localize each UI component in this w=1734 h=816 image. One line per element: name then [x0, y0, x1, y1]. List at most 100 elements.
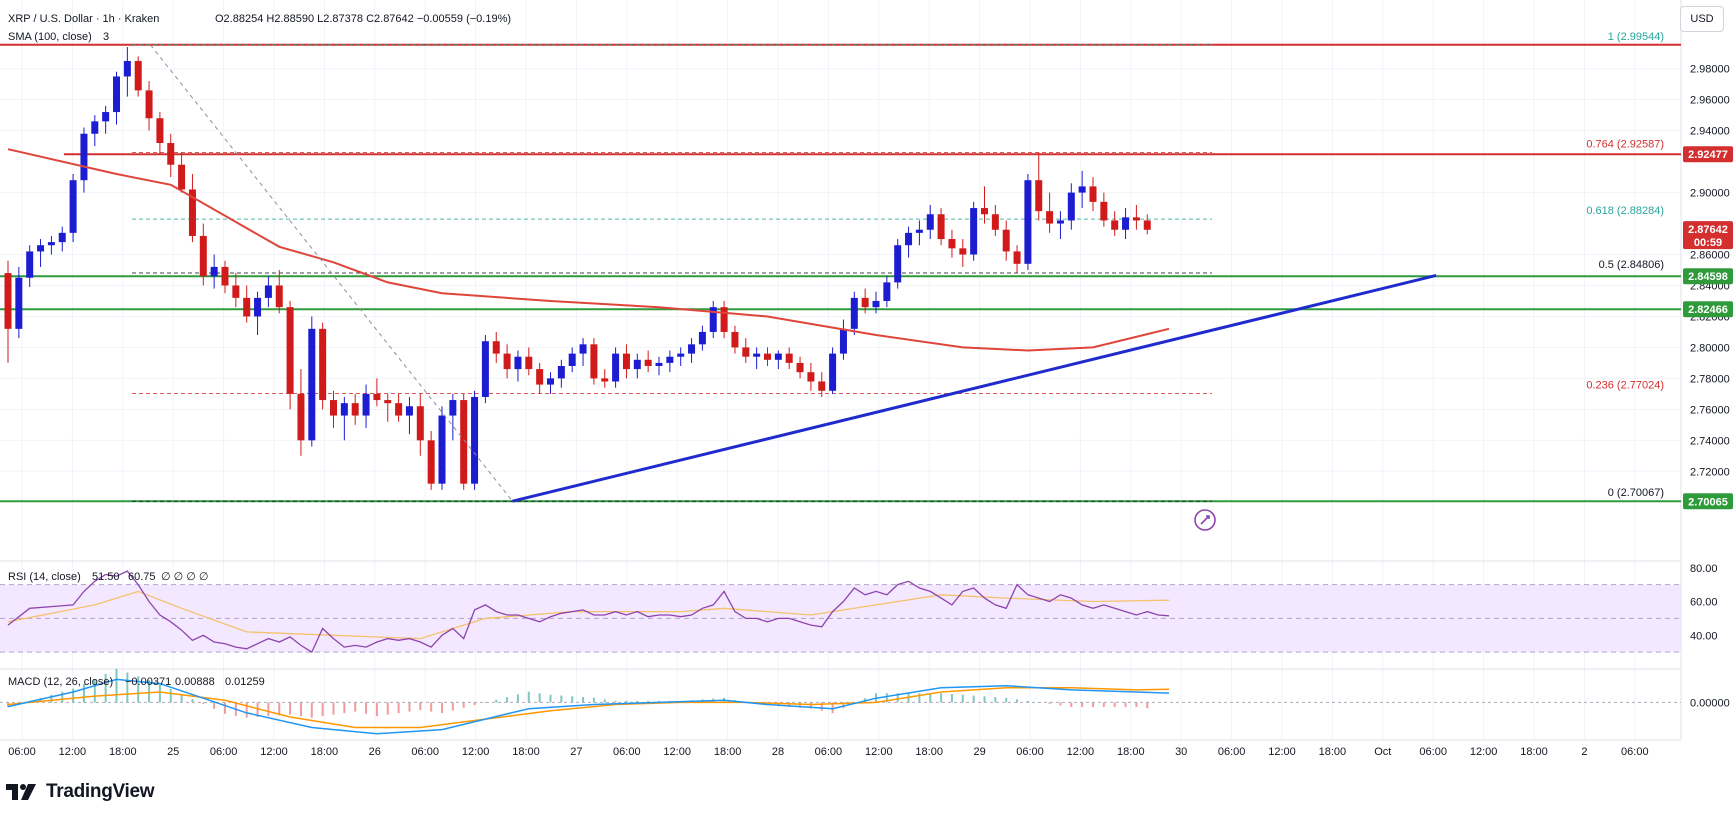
candle-body: [449, 400, 457, 416]
macd-hist-bar: [158, 684, 161, 703]
candle-body: [243, 297, 251, 317]
candle-body: [568, 353, 576, 366]
sma-legend[interactable]: SMA (100, close): [8, 31, 92, 43]
macd-tick-label: 0.00000: [1690, 697, 1730, 709]
macd-hist-bar: [918, 693, 921, 703]
candle-body: [1143, 220, 1151, 230]
rsi-guide-lines: [0, 584, 1681, 653]
candle-body: [492, 341, 500, 354]
macd-title[interactable]: MACD (12, 26, close): [8, 676, 113, 688]
macd-hist-bar: [343, 702, 346, 714]
macd-hist-bar: [571, 696, 574, 703]
macd-hist-bar: [950, 693, 953, 703]
macd-hist-bar: [451, 702, 454, 711]
macd-line: [7, 678, 1170, 735]
macd-hist-bar: [636, 700, 639, 703]
candle-body: [26, 251, 34, 278]
fib-level-labels: 1 (2.99544) 0.764 (2.92587) 0.618 (2.88284…: [1586, 31, 1664, 499]
fib-retracement: [132, 44, 1212, 502]
macd-hist-bar: [820, 702, 823, 711]
candle-body: [1013, 251, 1021, 264]
candle-body: [720, 307, 728, 332]
candle-body: [698, 331, 706, 345]
candle-body: [709, 307, 717, 332]
fib-label: 0.236 (2.77024): [1586, 379, 1664, 391]
macd-hist-bar: [332, 702, 335, 715]
candle-body: [894, 245, 902, 283]
macd-hist-bar: [614, 700, 617, 703]
time-tick-label: 12:00: [1470, 746, 1498, 758]
tradingview-logo[interactable]: TradingView: [6, 780, 155, 804]
currency-button[interactable]: USD: [1680, 6, 1724, 32]
time-tick-label: 26: [369, 746, 381, 758]
candle-body: [970, 208, 978, 255]
macd-hist-bar: [419, 702, 422, 711]
candle-body: [395, 403, 403, 416]
macd-hist-bar: [169, 689, 172, 703]
candle-body: [1100, 201, 1108, 221]
time-tick-label: 12:00: [260, 746, 288, 758]
candle-body: [590, 344, 598, 379]
candle-body: [677, 353, 685, 357]
candle-body: [58, 232, 66, 243]
macd-hist-value: −0.00371: [125, 676, 171, 688]
candle-body: [1111, 220, 1119, 230]
sma-100-line: [7, 148, 1170, 352]
time-tick-label: 18:00: [1319, 746, 1347, 758]
rsi-empty-values: ∅ ∅ ∅ ∅: [161, 571, 209, 583]
candle-body: [655, 362, 663, 366]
candle-body: [286, 307, 294, 394]
time-tick-label: 2: [1581, 746, 1587, 758]
ascending-trendline[interactable]: [512, 273, 1437, 503]
candle-body: [123, 60, 131, 77]
macd-hist-bar: [658, 700, 660, 703]
candle-body: [221, 266, 229, 286]
time-tick-label: 30: [1175, 746, 1187, 758]
candle-body: [861, 297, 869, 308]
candle-body: [351, 403, 359, 416]
macd-hist-bar: [104, 674, 107, 703]
macd-hist-bar: [256, 702, 259, 717]
candlestick-series: [4, 47, 1151, 490]
macd-hist-bar: [527, 691, 530, 703]
candle-body: [69, 180, 77, 233]
price-tick-label: 2.78000: [1690, 373, 1730, 385]
candle-body: [481, 341, 489, 397]
tradingview-logo-icon: [6, 784, 36, 800]
macd-hist-bar: [397, 702, 400, 714]
candle-body: [199, 235, 207, 277]
price-badge-label: 2.92477: [1688, 149, 1728, 161]
candle-body: [264, 285, 272, 298]
time-tick-label: 12:00: [663, 746, 691, 758]
candle-body: [362, 393, 370, 416]
time-tick-label: 29: [973, 746, 985, 758]
macd-hist-bar: [538, 693, 541, 703]
replay-icon[interactable]: [1194, 509, 1216, 531]
time-tick-label: 06:00: [1419, 746, 1447, 758]
macd-hist-bar: [386, 702, 389, 715]
macd-hist-bar: [61, 691, 64, 703]
rsi-value: 51.50: [92, 571, 120, 583]
macd-hist-bar: [1059, 702, 1062, 706]
macd-hist-bar: [549, 694, 552, 703]
macd-hist-bar: [191, 698, 194, 703]
macd-hist-bar: [408, 702, 411, 712]
macd-hist-bar: [972, 695, 975, 703]
price-tick-label: 2.72000: [1690, 466, 1730, 478]
fib-label: 0.618 (2.88284): [1586, 205, 1664, 217]
rsi-title[interactable]: RSI (14, close): [8, 571, 81, 583]
macd-hist-bar: [831, 702, 834, 714]
candle-body: [818, 381, 826, 391]
macd-hist-bar: [375, 702, 378, 717]
price-tick-label: 2.74000: [1690, 435, 1730, 447]
macd-hist-bar: [961, 694, 964, 703]
time-tick-label: 06:00: [613, 746, 641, 758]
symbol-title[interactable]: XRP / U.S. Dollar · 1h · Kraken: [8, 13, 159, 25]
candle-body: [210, 266, 218, 277]
macd-hist-bar: [82, 684, 85, 703]
fib-label: 0.764 (2.92587): [1586, 139, 1664, 151]
candle-body: [102, 112, 110, 122]
macd-hist-bar: [994, 697, 997, 703]
time-tick-label: 06:00: [815, 746, 843, 758]
